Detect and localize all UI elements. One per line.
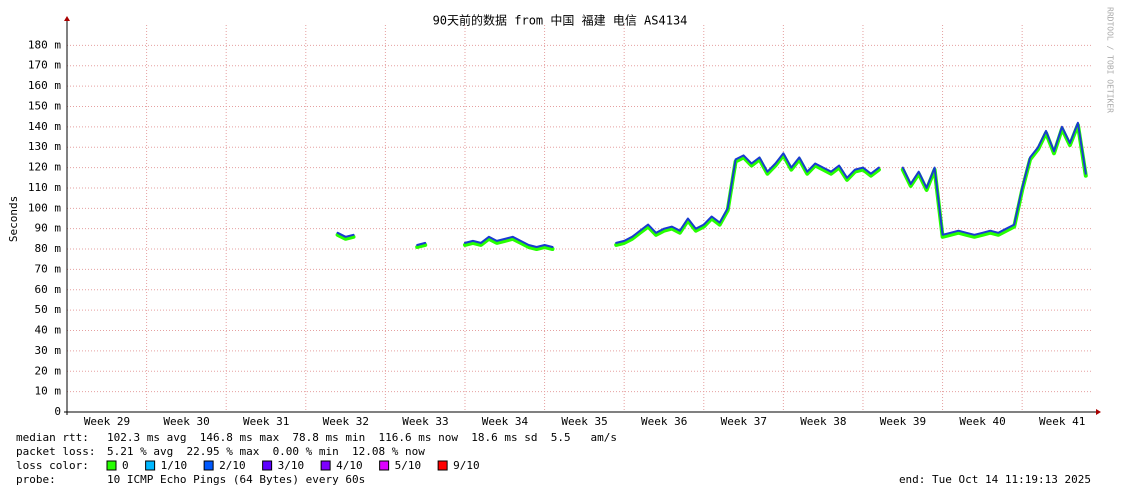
axis-arrow xyxy=(1096,409,1101,415)
y-tick-label: 170 m xyxy=(28,59,61,72)
chart-title: 90天前的数据 from 中国 福建 电信 AS4134 xyxy=(433,13,688,28)
y-tick-label: 60 m xyxy=(35,283,62,296)
legend-title: loss color: xyxy=(16,459,89,472)
y-axis-label: Seconds xyxy=(7,196,20,242)
legend-swatch xyxy=(262,460,273,471)
y-tick-label: 0 xyxy=(54,405,61,418)
stat-value: 102.3 ms avg 146.8 ms max 78.8 ms min 11… xyxy=(107,431,617,444)
x-tick-label: Week 34 xyxy=(482,415,529,428)
legend-label: 1/10 xyxy=(161,459,188,472)
x-tick-label: Week 31 xyxy=(243,415,289,428)
y-tick-label: 20 m xyxy=(35,364,62,377)
x-tick-label: Week 30 xyxy=(163,415,209,428)
legend-swatch xyxy=(379,460,390,471)
legend-label: 5/10 xyxy=(395,459,422,472)
x-tick-label: Week 29 xyxy=(84,415,130,428)
legend-label: 0 xyxy=(122,459,129,472)
y-tick-label: 90 m xyxy=(35,222,62,235)
y-tick-label: 150 m xyxy=(28,99,61,112)
legend-label: 2/10 xyxy=(219,459,246,472)
y-tick-label: 80 m xyxy=(35,242,62,255)
y-tick-label: 50 m xyxy=(35,303,62,316)
y-tick-label: 130 m xyxy=(28,140,61,153)
x-tick-label: Week 39 xyxy=(880,415,926,428)
stat-value: 5.21 % avg 22.95 % max 0.00 % min 12.08 … xyxy=(107,445,425,458)
y-tick-label: 120 m xyxy=(28,161,61,174)
y-tick-label: 160 m xyxy=(28,79,61,92)
y-tick-label: 180 m xyxy=(28,38,61,51)
stat-label: packet loss: xyxy=(16,445,95,458)
legend-swatch xyxy=(106,460,117,471)
end-time: end: Tue Oct 14 11:19:13 2025 xyxy=(899,473,1091,486)
y-tick-label: 30 m xyxy=(35,344,62,357)
stat-value: 10 ICMP Echo Pings (64 Bytes) every 60s xyxy=(107,473,365,486)
watermark: RRDTOOL / TOBI OETIKER xyxy=(1106,7,1115,113)
y-tick-label: 100 m xyxy=(28,201,61,214)
legend-label: 3/10 xyxy=(278,459,305,472)
x-tick-label: Week 32 xyxy=(323,415,369,428)
axis-arrow xyxy=(64,16,70,21)
x-tick-label: Week 33 xyxy=(402,415,448,428)
y-tick-label: 10 m xyxy=(35,385,62,398)
loss-band xyxy=(335,122,1088,251)
x-tick-label: Week 41 xyxy=(1039,415,1085,428)
legend-label: 4/10 xyxy=(336,459,363,472)
y-tick-label: 140 m xyxy=(28,120,61,133)
median-line xyxy=(336,121,1087,248)
legend-swatch xyxy=(203,460,214,471)
x-tick-label: Week 35 xyxy=(561,415,607,428)
y-tick-label: 110 m xyxy=(28,181,61,194)
legend-label: 9/10 xyxy=(453,459,480,472)
y-tick-label: 70 m xyxy=(35,262,62,275)
x-tick-label: Week 38 xyxy=(800,415,846,428)
stat-label: probe: xyxy=(16,473,56,486)
stat-label: median rtt: xyxy=(16,431,89,444)
legend-swatch xyxy=(437,460,448,471)
legend-swatch xyxy=(320,460,331,471)
x-tick-label: Week 37 xyxy=(721,415,767,428)
x-tick-label: Week 40 xyxy=(959,415,1005,428)
y-tick-label: 40 m xyxy=(35,324,62,337)
legend-swatch xyxy=(145,460,156,471)
x-tick-label: Week 36 xyxy=(641,415,687,428)
